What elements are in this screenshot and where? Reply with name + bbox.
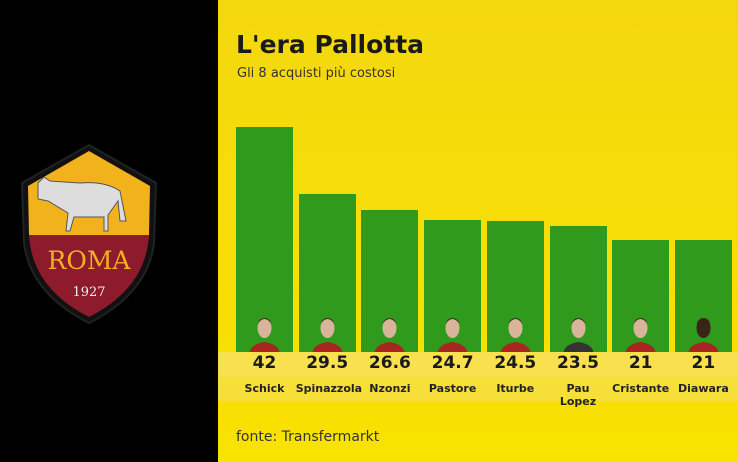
bar-iturbe <box>486 220 544 352</box>
bar-nzonzi <box>361 209 419 352</box>
player-photo <box>500 318 531 352</box>
chart-title: L'era Pallotta <box>236 30 425 59</box>
data-label: 23.5 <box>557 353 599 373</box>
bar-spinazzola <box>298 193 356 352</box>
data-label: 24.5 <box>494 353 537 373</box>
data-label: 29.5 <box>306 353 349 373</box>
bar-cristante <box>612 239 670 352</box>
player-photo <box>437 317 468 352</box>
data-label: 26.6 <box>368 353 411 373</box>
category-label: Pastore <box>428 382 477 395</box>
bar-pastore <box>424 219 482 352</box>
category-label: Spinazzola <box>295 382 363 395</box>
player-photo <box>374 318 405 352</box>
player-photo <box>625 318 656 352</box>
bar-schick <box>236 127 293 352</box>
source-note: fonte: Transfermarkt <box>236 429 380 445</box>
player-photo <box>688 318 719 352</box>
bar-pau-lopez <box>549 226 607 352</box>
data-label: 42 <box>252 353 277 373</box>
player-photo <box>249 318 280 352</box>
data-label: 24.7 <box>431 353 474 373</box>
category-label: Schick <box>244 382 285 395</box>
category-label: Pau Lopez <box>559 382 597 408</box>
player-photo <box>312 317 343 352</box>
value-strip <box>218 352 738 377</box>
left-panel: ROMA 1927 <box>0 0 218 462</box>
crest-text: ROMA <box>48 246 132 275</box>
data-label: 21 <box>628 353 653 373</box>
chart-subtitle: Gli 8 acquisti più costosi <box>237 66 396 81</box>
category-label: Cristante <box>612 382 670 395</box>
player-photo <box>563 317 593 352</box>
roma-crest-logo: ROMA 1927 <box>20 143 158 325</box>
category-label: Iturbe <box>496 382 535 395</box>
chart-panel: L'era Pallotta Gli 8 acquisti più costos… <box>218 0 738 462</box>
category-label: Nzonzi <box>369 382 411 395</box>
category-label: Diawara <box>678 382 729 395</box>
data-label: 21 <box>691 353 716 373</box>
crest-year: 1927 <box>72 285 105 300</box>
bar-diawara <box>674 239 732 352</box>
name-strip <box>218 377 738 401</box>
